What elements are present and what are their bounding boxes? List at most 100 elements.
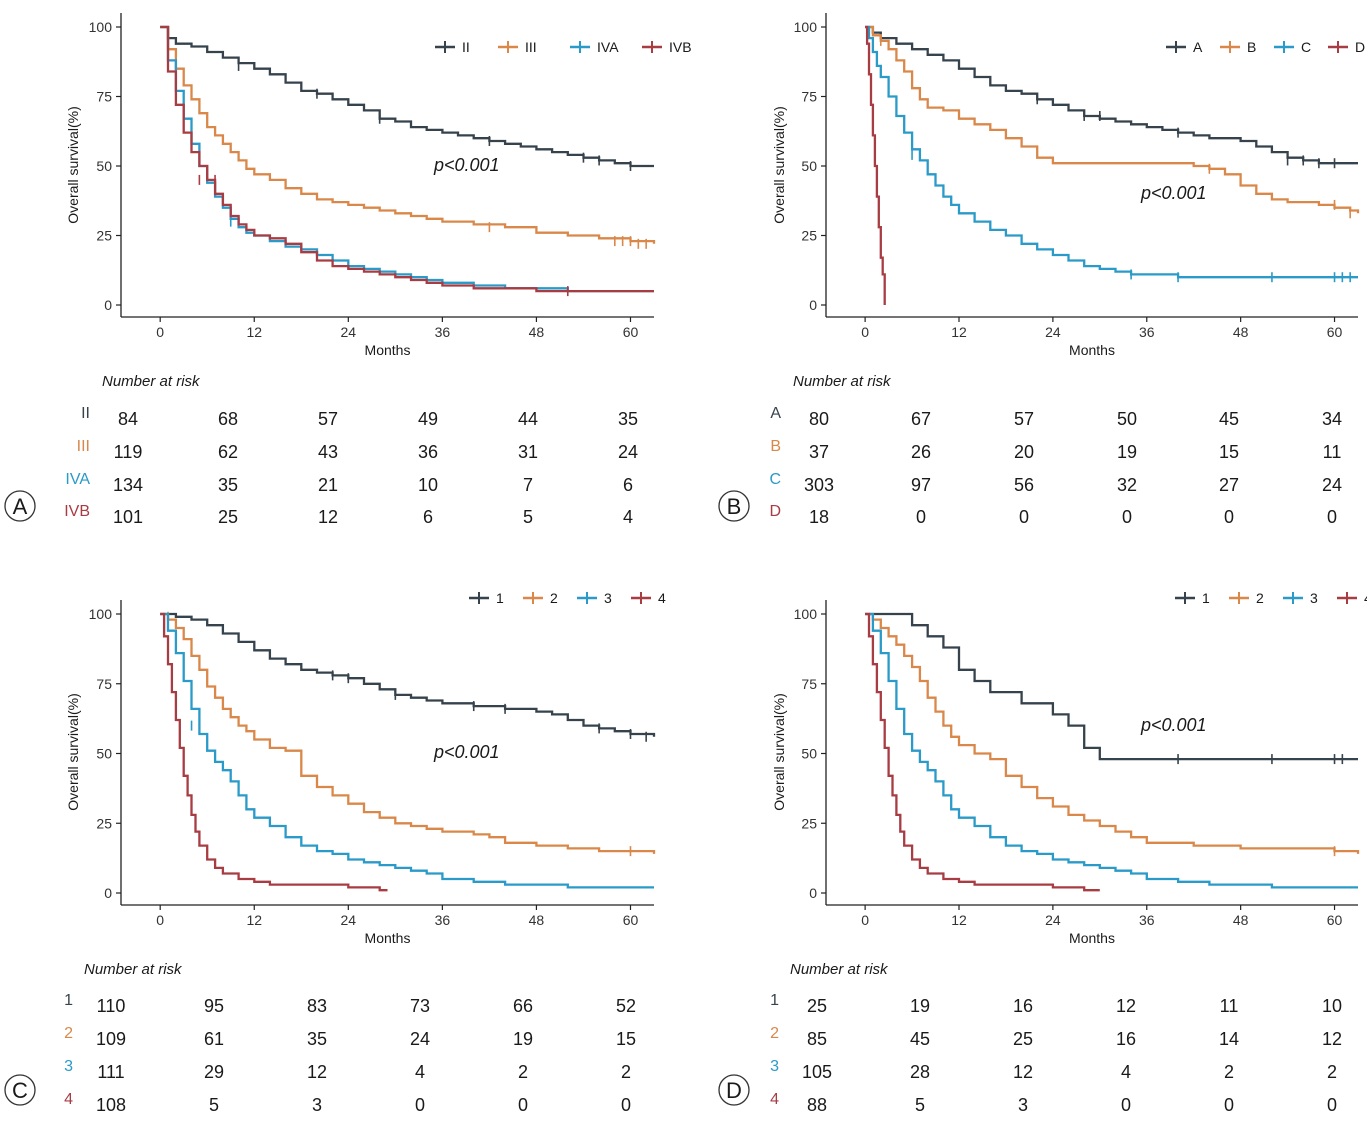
legend-item-4: 4 [1337,590,1367,606]
y-tick-label: 100 [794,606,818,622]
risk-count: 32 [1117,475,1137,495]
x-tick-label: 0 [861,324,869,340]
risk-count: 0 [518,1095,528,1115]
risk-count: 45 [910,1029,930,1049]
risk-count: 6 [423,507,433,527]
survival-curve-3 [865,612,1358,889]
y-axis-title: Overall survival(%) [65,106,81,223]
risk-count: 85 [807,1029,827,1049]
risk-row-label-4: 4 [64,1091,73,1108]
y-tick-label: 75 [801,676,817,692]
risk-count: 29 [204,1062,224,1082]
risk-count: 84 [118,409,138,429]
risk-count: 57 [318,409,338,429]
legend-item-b: B [1220,39,1256,55]
risk-count: 0 [1122,507,1132,527]
x-tick-label: 60 [1327,324,1343,340]
legend-label: 1 [496,590,504,606]
x-tick-label: 12 [246,324,262,340]
x-tick-label: 24 [1045,324,1061,340]
risk-row-label-1: 1 [64,992,73,1009]
risk-count: 0 [1121,1095,1131,1115]
x-tick-label: 36 [1139,324,1155,340]
legend-label: 3 [604,590,612,606]
risk-count: 88 [807,1095,827,1115]
x-tick-label: 60 [623,324,639,340]
risk-row-label-b: B [770,438,781,455]
legend-item-4: 4 [631,590,666,606]
risk-count: 105 [802,1062,832,1082]
legend-label: IVA [597,39,619,55]
risk-count: 5 [915,1095,925,1115]
risk-count: 303 [804,475,834,495]
risk-count: 20 [1014,442,1034,462]
risk-count: 7 [523,475,533,495]
risk-count: 43 [318,442,338,462]
risk-count: 24 [1322,475,1342,495]
y-tick-label: 0 [104,297,112,313]
risk-count: 0 [1019,507,1029,527]
risk-row-label-1: 1 [770,992,779,1009]
risk-count: 134 [113,475,143,495]
survival-curve-1 [865,612,1358,761]
risk-count: 0 [1224,507,1234,527]
risk-table-title: Number at risk [793,373,892,390]
risk-count: 14 [1219,1029,1239,1049]
risk-count: 12 [307,1062,327,1082]
risk-count: 12 [1322,1029,1342,1049]
legend-label: III [525,39,537,55]
risk-count: 5 [209,1095,219,1115]
risk-count: 0 [1327,507,1337,527]
legend-item-2: 2 [1229,590,1264,606]
survival-curve-ii [160,25,654,168]
legend-item-a: A [1166,39,1203,55]
risk-row-label-ii: II [81,405,90,422]
legend-item-3: 3 [1283,590,1318,606]
panel-label: D [726,1078,742,1103]
survival-curve-d [865,25,886,305]
risk-count: 68 [218,409,238,429]
legend-item-c: C [1274,39,1311,55]
risk-count: 12 [318,507,338,527]
risk-count: 15 [616,1029,636,1049]
risk-count: 56 [1014,475,1034,495]
y-axis-title: Overall survival(%) [771,693,787,810]
x-axis-title: Months [365,342,411,358]
p-value-annotation: p<0.001 [433,742,500,762]
p-value-annotation: p<0.001 [1140,183,1207,203]
legend-label: D [1355,39,1365,55]
risk-count: 15 [1219,442,1239,462]
risk-count: 21 [318,475,338,495]
legend-item-d: D [1328,39,1365,55]
panel-label: B [727,494,742,519]
risk-row-label-3: 3 [64,1058,73,1075]
y-tick-label: 75 [96,676,112,692]
y-tick-label: 75 [801,89,817,105]
panel-label-circle [718,1074,750,1106]
risk-count: 28 [910,1062,930,1082]
y-axis-title: Overall survival(%) [65,693,81,810]
risk-count: 25 [807,996,827,1016]
x-tick-label: 0 [156,912,164,928]
x-tick-label: 48 [1233,912,1249,928]
risk-count: 0 [1224,1095,1234,1115]
risk-count: 3 [312,1095,322,1115]
x-tick-label: 12 [246,912,262,928]
risk-count: 16 [1013,996,1033,1016]
legend-item-3: 3 [577,590,612,606]
panel-label-circle [4,490,36,522]
legend-label: 4 [1364,590,1367,606]
y-tick-label: 100 [89,606,113,622]
risk-count: 108 [96,1095,126,1115]
risk-count: 0 [415,1095,425,1115]
risk-count: 2 [621,1062,631,1082]
risk-count: 2 [1224,1062,1234,1082]
p-value-annotation: p<0.001 [1140,715,1207,735]
x-tick-label: 48 [529,324,545,340]
risk-count: 5 [523,507,533,527]
legend-label: 3 [1310,590,1318,606]
y-tick-label: 25 [96,228,112,244]
x-tick-label: 12 [951,912,967,928]
legend-label: 2 [1256,590,1264,606]
